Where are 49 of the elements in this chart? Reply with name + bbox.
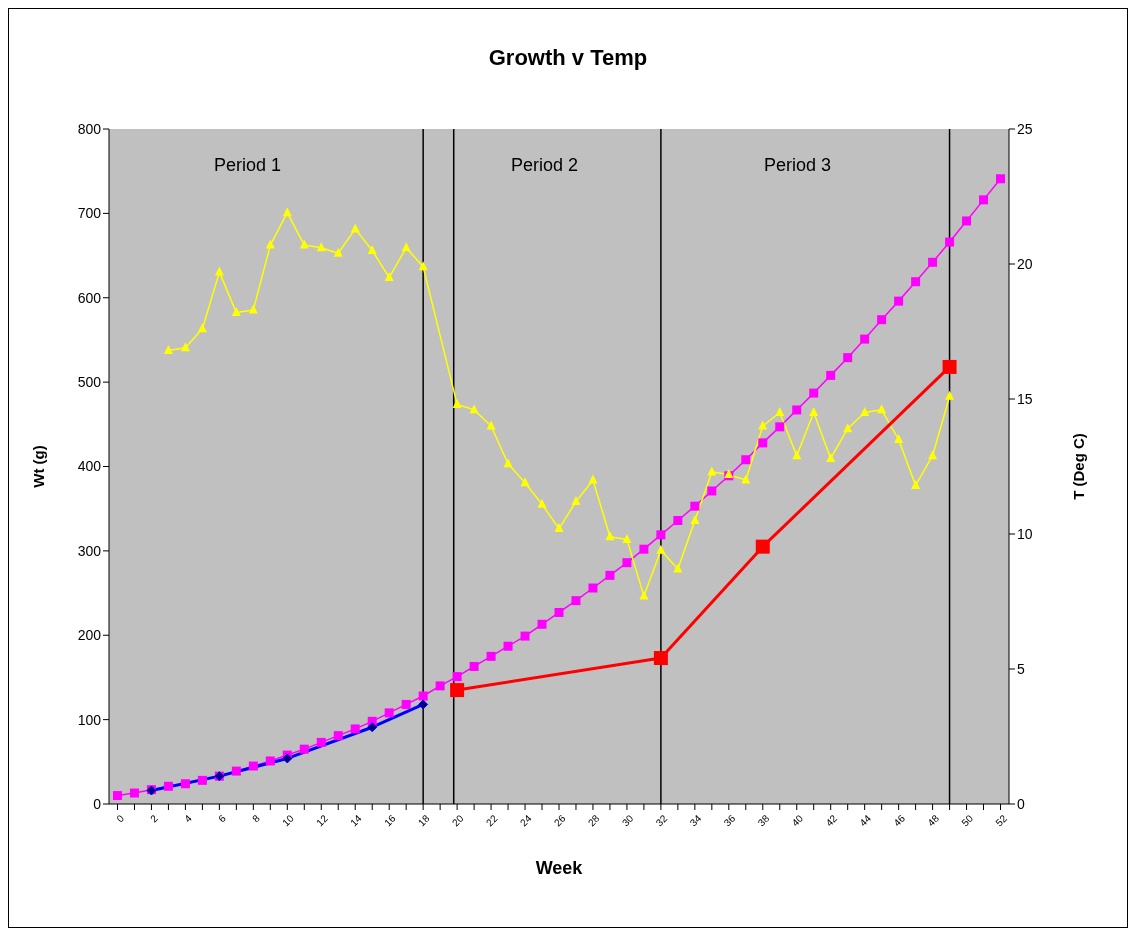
x-tick-label: 36: [721, 812, 738, 829]
x-tick-label: 14: [348, 812, 365, 829]
y-axis-title: Wt (g): [30, 445, 48, 488]
x-tick-label: 4: [182, 812, 195, 825]
x-tick-label: 26: [551, 812, 568, 829]
x-tick-label: 40: [789, 812, 806, 829]
y-tick-label: 300: [77, 542, 102, 559]
chart-title: Growth v Temp: [487, 45, 649, 71]
x-tick-label: 18: [415, 812, 432, 829]
x-tick-label: 0: [114, 812, 127, 825]
annotation: Period 1: [214, 155, 282, 176]
x-tick-label: 34: [687, 812, 704, 829]
x-tick-label: 16: [382, 812, 398, 829]
x-axis-title: Week: [535, 858, 584, 878]
y-tick-label: 600: [77, 289, 102, 306]
y-tick-label: 0: [93, 795, 102, 812]
annotation: Period 2: [511, 155, 579, 176]
x-tick-label: 52: [993, 812, 1010, 829]
x-tick-label: 20: [449, 812, 466, 829]
x-tick-label: 12: [314, 812, 331, 829]
x-tick-label: 28: [585, 812, 602, 829]
y2-axis-title: T (Deg C): [1070, 433, 1088, 500]
y2-tick-label: 15: [1017, 390, 1033, 407]
y-tick-label: 700: [77, 205, 102, 222]
annotation: Period 3: [764, 155, 832, 176]
x-tick-label: 22: [483, 812, 500, 829]
x-tick-label: 2: [148, 812, 161, 825]
x-tick-label: 42: [823, 812, 840, 829]
y2-tick-label: 20: [1017, 255, 1033, 272]
x-tick-label: 38: [755, 812, 772, 829]
y2-tick-label: 10: [1017, 525, 1033, 542]
y2-tick-label: 25: [1017, 120, 1033, 137]
x-tick-label: 24: [517, 812, 534, 829]
y2-tick-label: 5: [1017, 660, 1025, 677]
y-tick-label: 200: [77, 627, 102, 644]
y-tick-label: 400: [77, 458, 102, 475]
x-tick-label: 10: [280, 812, 297, 829]
x-tick-label: 50: [959, 812, 976, 829]
x-tick-label: 44: [857, 812, 874, 829]
y-tick-label: 500: [77, 374, 102, 391]
x-tick-label: 48: [925, 812, 942, 829]
x-tick-label: 8: [250, 812, 263, 825]
y2-tick-label: 0: [1017, 795, 1025, 812]
y-tick-label: 800: [77, 120, 102, 137]
x-tick-label: 46: [891, 812, 908, 829]
x-tick-label: 6: [216, 812, 229, 825]
y-tick-label: 100: [77, 711, 102, 728]
x-tick-label: 32: [653, 812, 670, 829]
x-tick-label: 30: [619, 812, 636, 829]
